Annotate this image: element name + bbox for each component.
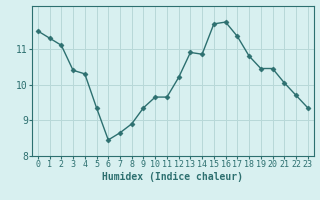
X-axis label: Humidex (Indice chaleur): Humidex (Indice chaleur) (102, 172, 243, 182)
